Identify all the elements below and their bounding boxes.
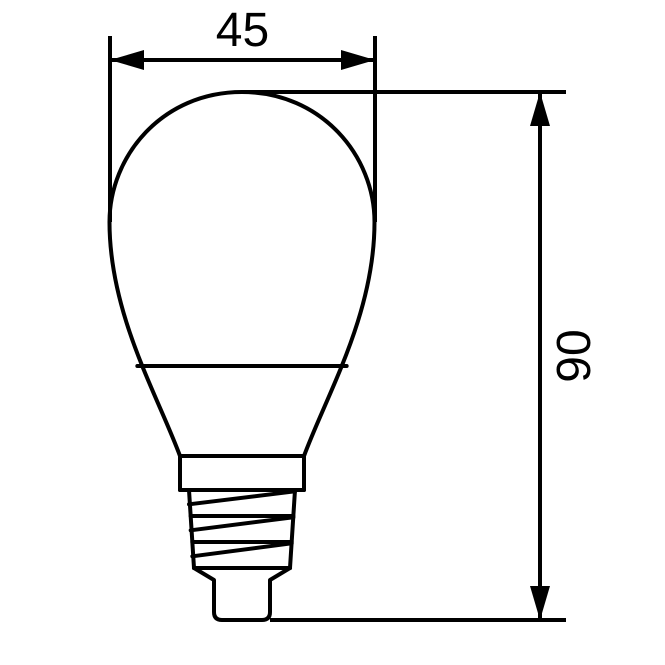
width-dimension: 45 (110, 4, 375, 222)
height-dimension: 90 (242, 92, 601, 620)
bulb-dimension-drawing: 45 90 (0, 0, 665, 665)
bulb-outline (110, 92, 375, 620)
height-dimension-value: 90 (548, 329, 601, 382)
width-dimension-value: 45 (216, 4, 269, 57)
